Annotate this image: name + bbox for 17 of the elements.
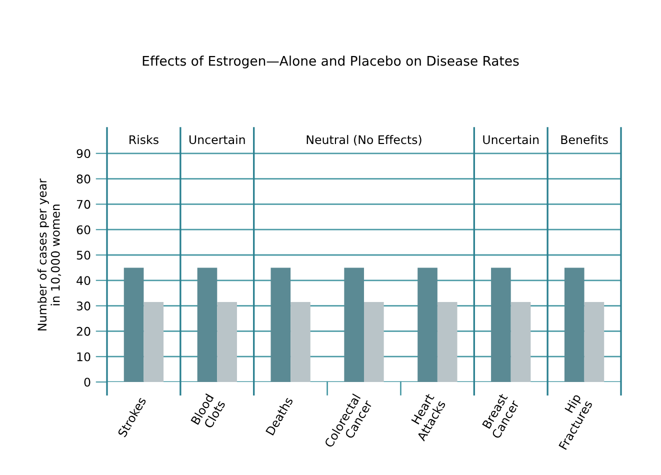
y-tick-label: 50 bbox=[76, 250, 90, 260]
y-tick-label: 0 bbox=[84, 378, 90, 387]
y-tick-label: 90 bbox=[76, 149, 90, 158]
y-tick-label: 70 bbox=[76, 200, 90, 209]
y-tick-label: 30 bbox=[76, 302, 90, 310]
annotation: Benefits bbox=[561, 134, 608, 144]
chart-title: Effects of Estrogen—Alone and Placebo on Disease Rates bbox=[142, 56, 519, 68]
annotation: Uncertain bbox=[483, 134, 539, 144]
annotation: Neutral (No Effects) bbox=[306, 134, 422, 146]
y-axis-title: Number of cases per year in 10,000 women bbox=[37, 178, 62, 330]
y-tick-label: 20 bbox=[76, 326, 90, 336]
y-tick-label: 10 bbox=[77, 352, 90, 362]
annotation: Uncertain bbox=[189, 134, 245, 144]
annotation: Risks bbox=[130, 134, 158, 144]
y-tick-label: 60 bbox=[76, 225, 90, 234]
y-tick-label: 40 bbox=[76, 276, 90, 286]
y-tick-label: 80 bbox=[76, 174, 90, 184]
